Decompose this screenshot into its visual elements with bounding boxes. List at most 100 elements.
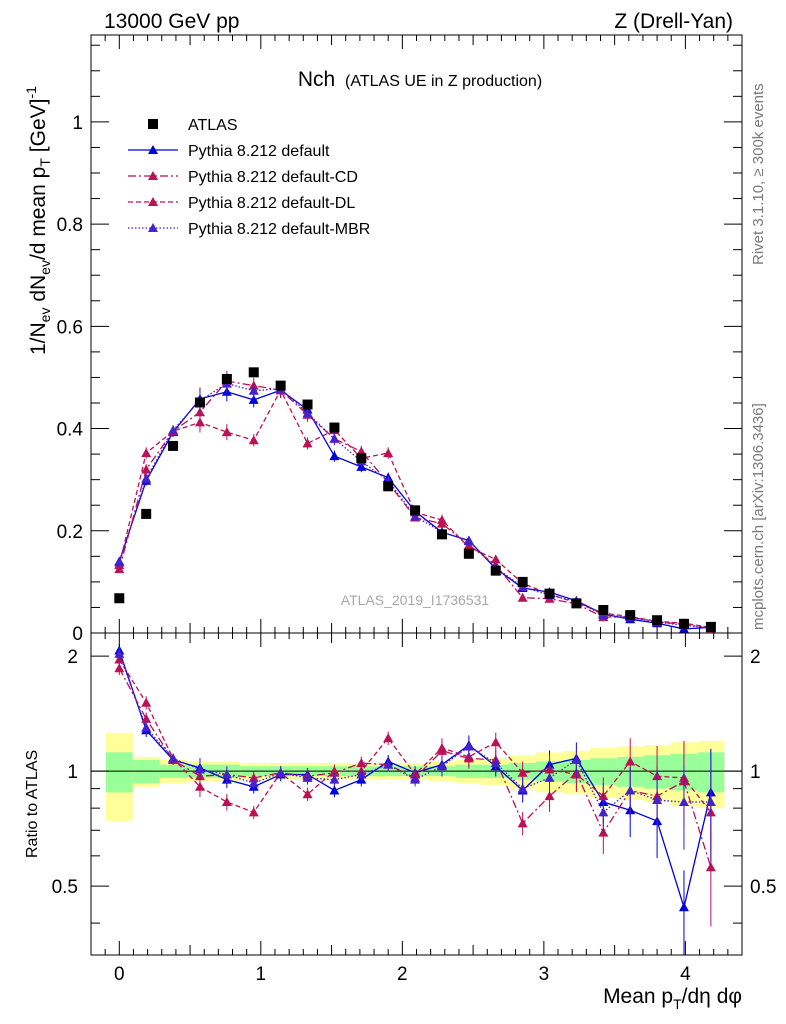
ratio-line-3 [118,653,711,814]
data-point-triangle [194,407,205,417]
y-tick-label: 0.4 [57,420,84,441]
ratio-point-triangle [490,737,501,747]
y-tick-label: 0 [72,624,83,645]
ratio-point-triangle [356,769,367,779]
y-tick-label: 0.6 [57,317,83,338]
data-point-square [248,367,259,378]
legend-entry: Pythia 8.212 default [128,143,330,160]
ratio-y-axis-label: Ratio to ATLAS [24,750,41,858]
data-point-triangle [221,427,232,437]
data-point-square [221,373,232,384]
ratio-point-triangle [114,648,125,658]
ratio-point-triangle [410,774,421,784]
x-tick-label: 3 [539,964,550,985]
legend-label: Pythia 8.212 default-DL [188,195,355,212]
ratio-tick-label-right: 1 [750,762,761,783]
y-tick-label: 0.8 [57,215,83,236]
analysis-watermark: ATLAS_2019_I1736531 [341,592,490,608]
legend-marker-triangle [148,171,158,180]
y-tick-label: 1 [72,113,83,134]
data-point-triangle [490,554,501,564]
data-point-square [329,422,340,433]
data-point-square [625,610,636,621]
ratio-tick-label-left: 0.5 [52,877,78,898]
data-point-triangle [329,433,340,443]
ratio-point-triangle [625,785,636,795]
data-point-triangle [194,417,205,427]
data-point-triangle [329,451,340,461]
ratio-point-triangle [194,781,205,791]
ratio-point-triangle [221,797,232,807]
header-right: Z (Drell-Yan) [614,10,733,33]
ratio-tick-label-left: 2 [67,647,78,668]
ratio-point-triangle [517,783,528,793]
ratio-point-triangle [517,818,528,828]
ratio-point-triangle [490,758,501,768]
ratio-point-triangle [248,807,259,817]
data-point-triangle [248,435,259,445]
data-point-triangle [168,425,179,435]
data-point-triangle [436,515,447,525]
ratio-point-triangle [329,785,340,795]
data-point-square [436,529,447,540]
y-tick-label: 0.2 [57,522,83,543]
ratio-point-triangle [329,774,340,784]
data-point-square [463,548,474,559]
legend-label: ATLAS [188,117,238,134]
ratio-point-triangle [248,778,259,788]
legend-marker-square [148,119,158,129]
ratio-point-triangle [383,733,394,743]
header-left: 13000 GeV pp [104,10,239,33]
data-point-square [275,380,286,391]
data-point-triangle [141,473,152,483]
data-point-triangle [141,464,152,474]
data-point-square [168,440,179,451]
plot-subtitle: (ATLAS UE in Z production) [345,73,542,90]
legend-entry: Pythia 8.212 default-MBR [128,221,370,238]
data-point-square [302,399,313,410]
data-point-triangle [302,408,313,418]
ratio-point-triangle [517,767,528,777]
ratio-point-triangle [544,791,555,801]
ratio-point-triangle [329,766,340,776]
data-point-triangle [410,511,421,521]
ratio-tick-label-right: 2 [750,647,761,668]
x-axis-label: Mean pT/dη dφ [603,985,742,1012]
data-point-square [141,508,152,519]
data-point-square [544,588,555,599]
data-point-triangle [248,394,259,404]
x-tick-label: 0 [114,964,125,985]
ratio-point-triangle [436,761,447,771]
data-point-square [356,453,367,464]
ratio-point-triangle [141,697,152,707]
legend-marker-triangle [148,197,158,206]
data-point-triangle [517,592,528,602]
y-axis-label: 1/Nev dNev/d mean pT [GeV]-1 [23,86,53,355]
x-tick-label: 4 [680,964,691,985]
legend-marker-triangle [148,223,158,232]
ratio-point-triangle [652,795,663,805]
mcplots-label: mcplots.cern.ch [arXiv:1306.3436] [750,403,767,630]
legend-label: Pythia 8.212 default-CD [188,169,358,186]
data-point-square [114,593,125,604]
legend-label: Pythia 8.212 default [188,143,330,160]
data-point-square [383,481,394,492]
ratio-point-triangle [114,663,125,673]
legend-label: Pythia 8.212 default-MBR [188,221,370,238]
ratio-point-triangle [221,769,232,779]
data-point-triangle [383,448,394,458]
ratio-point-triangle [168,753,179,763]
data-point-square [517,576,528,587]
ratio-point-triangle [571,754,582,764]
ratio-point-triangle [463,741,474,751]
data-point-square [705,621,716,632]
ratio-point-triangle [705,797,716,807]
data-point-square [652,615,663,626]
x-tick-label: 2 [397,964,408,985]
ratio-point-triangle [436,742,447,752]
ratio-point-triangle [598,807,609,817]
ratio-point-triangle [383,759,394,769]
data-point-square [678,618,689,629]
ratio-point-triangle [544,772,555,782]
